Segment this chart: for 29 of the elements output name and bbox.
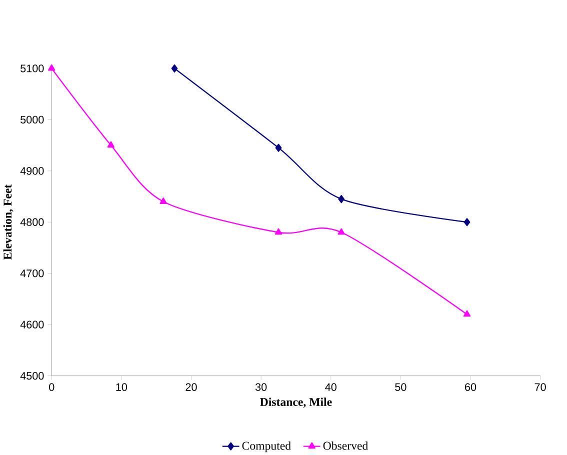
x-tick-label: 0 bbox=[49, 383, 54, 391]
legend-label: Observed bbox=[323, 441, 368, 450]
x-tick-label: 50 bbox=[395, 383, 406, 391]
point bbox=[171, 64, 178, 72]
point bbox=[48, 64, 56, 71]
x-tick-label: 60 bbox=[465, 383, 476, 391]
x-tick-label: 40 bbox=[325, 383, 336, 391]
y-tick-label: 4500 bbox=[20, 372, 44, 380]
point bbox=[107, 141, 115, 148]
x-tick-label: 30 bbox=[255, 383, 267, 391]
point bbox=[274, 228, 282, 235]
point bbox=[160, 198, 167, 204]
x-tick-label: 10 bbox=[116, 383, 128, 391]
x-axis-title: Distance, Mile bbox=[260, 398, 332, 408]
point bbox=[275, 144, 282, 152]
y-tick-label: 4800 bbox=[20, 218, 44, 226]
y-tick-label: 4700 bbox=[20, 270, 44, 278]
point bbox=[464, 218, 470, 226]
x-tick-label: 70 bbox=[534, 383, 546, 391]
y-tick-label: 4900 bbox=[20, 167, 44, 175]
y-tick-label: 5100 bbox=[20, 64, 44, 72]
point bbox=[338, 228, 345, 235]
legend-label: Computed bbox=[242, 441, 291, 452]
y-tick-label: 4600 bbox=[20, 320, 44, 328]
x-tick-label: 20 bbox=[186, 383, 197, 391]
point bbox=[463, 310, 471, 317]
y-tick-label: 5000 bbox=[20, 116, 44, 124]
y-axis-title: Elevation, Feet bbox=[3, 184, 14, 260]
point bbox=[338, 194, 345, 204]
